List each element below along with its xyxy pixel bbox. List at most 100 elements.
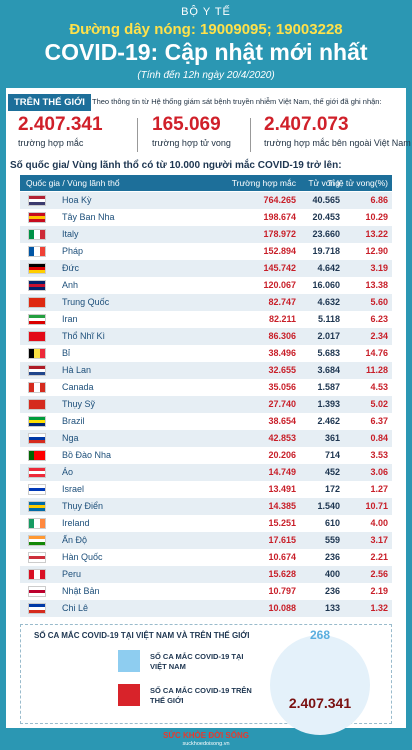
flag — [28, 603, 46, 614]
cases: 14.385 — [268, 501, 296, 511]
legend-label: SỐ CA MẮC COVID-19 TẠI VIỆT NAM — [150, 652, 244, 671]
flag-stripe — [29, 202, 45, 205]
table-title: Số quốc gia/ Vùng lãnh thổ có từ 10.000 … — [10, 160, 342, 171]
flag-stripe — [29, 372, 45, 375]
flag — [28, 535, 46, 546]
flag-stripe — [29, 199, 45, 202]
country: Thụy Sỹ — [62, 399, 96, 409]
deaths: 133 — [324, 603, 340, 613]
flag-stripe — [29, 423, 45, 426]
flag-stripe — [34, 519, 40, 528]
cases: 35.056 — [268, 382, 296, 392]
deaths: 5.683 — [317, 348, 340, 358]
flag-stripe — [29, 284, 45, 287]
separator — [137, 118, 138, 152]
flag-stripe — [29, 332, 45, 335]
flag-stripe — [39, 570, 45, 579]
flag-stripe — [29, 502, 45, 505]
cases: 10.674 — [268, 552, 296, 562]
deaths: 236 — [324, 586, 340, 596]
table-row: Anh 120.067 16.060 13.38 — [20, 277, 392, 294]
country: Tây Ban Nha — [62, 212, 115, 222]
country: Áo — [62, 467, 74, 477]
fatality-rate: 2.56 — [370, 569, 388, 579]
flag-stripe — [39, 247, 45, 256]
fatality-rate: 1.27 — [370, 484, 388, 494]
url: suckhoedoisong.vn — [182, 741, 230, 747]
flag — [28, 382, 46, 393]
flag-stripe — [34, 230, 40, 239]
flag-stripe — [29, 440, 45, 443]
deaths: 40.565 — [312, 195, 340, 205]
cases: 764.265 — [263, 195, 296, 205]
subtitle: (Tính đến 12h ngày 20/4/2020) — [137, 70, 275, 81]
table-row: Peru 15.628 400 2.56 — [20, 566, 392, 583]
stat-value: 165.069 — [152, 114, 221, 135]
fatality-rate: 12.90 — [365, 246, 388, 256]
flag — [28, 518, 46, 529]
flag-stripe — [29, 366, 45, 369]
table-row: Trung Quốc 82.747 4.632 5.60 — [20, 294, 392, 311]
flag-stripe — [29, 604, 45, 607]
flag-stripe — [29, 301, 45, 304]
flag — [28, 569, 46, 580]
deaths: 2.017 — [317, 331, 340, 341]
cases: 10.088 — [268, 603, 296, 613]
deaths: 1.587 — [317, 382, 340, 392]
cases: 15.628 — [268, 569, 296, 579]
cases: 178.972 — [263, 229, 296, 239]
flag-stripe — [29, 607, 45, 610]
country: Ấn Độ — [62, 535, 88, 545]
comparison-box — [20, 624, 392, 724]
flag-stripe — [34, 570, 40, 579]
fatality-rate: 10.29 — [365, 212, 388, 222]
fatality-rate: 6.37 — [370, 416, 388, 426]
flag-stripe — [29, 315, 45, 318]
cases: 120.067 — [263, 280, 296, 290]
flag — [28, 314, 46, 325]
cases: 38.496 — [268, 348, 296, 358]
flag-stripe — [34, 451, 40, 460]
fatality-rate: 5.60 — [370, 297, 388, 307]
cases: 32.655 — [268, 365, 296, 375]
cases: 13.491 — [268, 484, 296, 494]
flag — [28, 195, 46, 206]
flag-stripe — [29, 321, 45, 324]
deaths: 4.632 — [317, 297, 340, 307]
country: Hoa Kỳ — [62, 195, 92, 205]
cases: 15.251 — [268, 518, 296, 528]
flag-stripe — [29, 508, 45, 511]
cases: 27.740 — [268, 399, 296, 409]
table-row: Israel 13.491 172 1.27 — [20, 481, 392, 498]
legend-swatch — [118, 650, 140, 672]
table-row: Nhật Bản 10.797 236 2.19 — [20, 583, 392, 600]
country: Nga — [62, 433, 79, 443]
flag-stripe — [29, 593, 45, 596]
table-row: Canada 35.056 1.587 4.53 — [20, 379, 392, 396]
flag — [28, 263, 46, 274]
hotline: Đường dây nóng: 19009095; 19003228 — [69, 21, 343, 38]
cases: 152.894 — [263, 246, 296, 256]
flag — [28, 399, 46, 410]
flag-stripe — [34, 247, 40, 256]
fatality-rate: 4.53 — [370, 382, 388, 392]
country: Đức — [62, 263, 80, 273]
table-row: Ireland 15.251 610 4.00 — [20, 515, 392, 532]
flag-stripe — [29, 471, 45, 474]
flag — [28, 365, 46, 376]
flag-stripe — [29, 403, 45, 406]
flag — [28, 586, 46, 597]
flag-stripe — [29, 287, 45, 290]
flag — [28, 501, 46, 512]
flag-stripe — [29, 451, 35, 460]
fatality-rate: 3.53 — [370, 450, 388, 460]
table-row: Chi Lê 10.088 133 1.32 — [20, 600, 392, 617]
table-row: Hàn Quốc 10.674 236 2.21 — [20, 549, 392, 566]
flag-stripe — [29, 437, 45, 440]
country: Peru — [62, 569, 82, 579]
table-header: Quốc gia / Vùng lãnh thổ Trường hợp mắc … — [20, 175, 392, 191]
cases: 82.747 — [268, 297, 296, 307]
flag-stripe — [29, 230, 35, 239]
fatality-rate: 13.22 — [365, 229, 388, 239]
stat-value: 2.407.073 — [264, 114, 349, 135]
